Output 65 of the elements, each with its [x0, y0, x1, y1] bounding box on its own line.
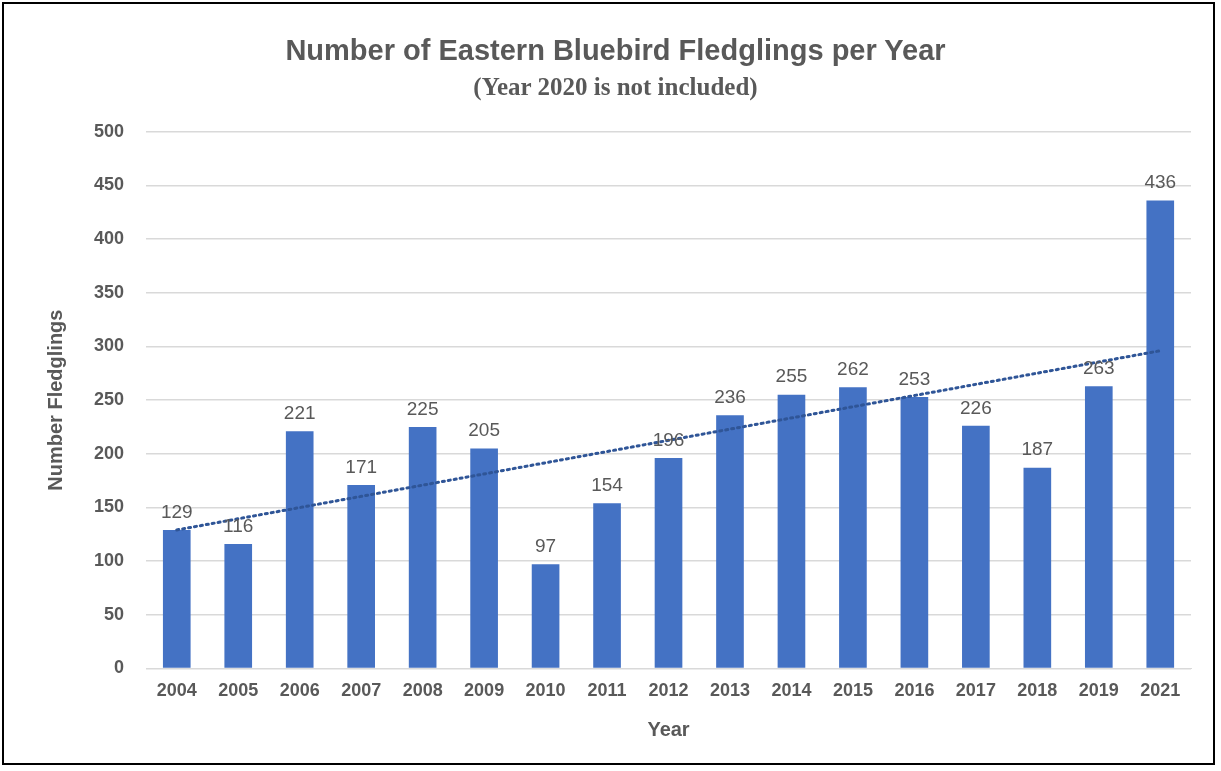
y-tick-label: 400: [93, 228, 125, 249]
data-label: 129: [160, 500, 193, 522]
x-tick-label: 2009: [464, 680, 505, 701]
x-tick-label: 2019: [1078, 680, 1119, 701]
data-label: 221: [283, 401, 316, 423]
bar: [1084, 386, 1113, 668]
bar: [531, 564, 560, 668]
bar: [962, 425, 990, 668]
x-tick-label: 2014: [771, 680, 812, 701]
y-tick-label: 300: [93, 335, 125, 356]
data-label: 171: [345, 455, 378, 477]
data-label: 253: [898, 367, 931, 389]
bar: [162, 529, 191, 668]
y-tick-label: 0: [114, 657, 125, 678]
bar: [408, 426, 437, 668]
bar: [470, 448, 498, 668]
data-label: 262: [837, 357, 869, 379]
data-label: 187: [1021, 438, 1054, 460]
y-axis-title: Number Fledglings: [43, 309, 66, 491]
x-tick-label: 2021: [1140, 680, 1181, 701]
x-tick-label: 2007: [341, 680, 382, 701]
data-label: 436: [1144, 171, 1177, 193]
bar: [839, 387, 867, 668]
bar: [285, 431, 314, 668]
data-label: 116: [223, 514, 254, 536]
data-label: 225: [406, 397, 439, 419]
x-axis-title: Year: [647, 717, 690, 740]
x-tick-label: 2013: [709, 680, 751, 701]
bar: [654, 458, 683, 668]
bar: [1023, 467, 1052, 668]
x-tick-label: 2016: [894, 680, 935, 701]
data-label: 255: [775, 365, 808, 387]
x-tick-label: 2008: [402, 680, 443, 701]
x-tick-label: 2012: [648, 680, 689, 701]
bar: [593, 503, 621, 668]
y-tick-label: 500: [93, 120, 125, 141]
x-tick-label: 2005: [218, 680, 259, 701]
bar: [347, 484, 375, 668]
x-tick-label: 2018: [1017, 680, 1058, 701]
y-tick-label: 450: [93, 174, 125, 195]
x-tick-label: 2017: [955, 680, 996, 701]
chart-title: Number of Eastern Bluebird Fledglings per Year: [285, 34, 946, 67]
y-tick-label: 100: [93, 550, 125, 571]
y-tick-label: 150: [93, 496, 125, 517]
x-tick-label: 2004: [156, 680, 197, 701]
data-label: 97: [535, 535, 557, 557]
bar: [224, 543, 253, 668]
data-label: 154: [591, 473, 624, 495]
bar: [777, 394, 806, 668]
data-label: 263: [1082, 356, 1115, 378]
x-tick-label: 2010: [525, 680, 566, 701]
x-tick-label: 2015: [832, 680, 873, 701]
data-label: 236: [714, 385, 746, 407]
x-tick-label: 2006: [279, 680, 320, 701]
x-tick-label: 2011: [587, 680, 627, 701]
chart-subtitle: (Year 2020 is not included): [473, 73, 758, 102]
y-tick-label: 200: [93, 442, 125, 463]
data-label: 205: [468, 419, 500, 441]
bar: [716, 415, 744, 668]
y-tick-label: 50: [104, 603, 125, 624]
bar: [1146, 200, 1175, 668]
data-label: 226: [960, 396, 992, 418]
bar: [900, 396, 929, 668]
y-tick-label: 250: [93, 389, 125, 410]
y-tick-label: 350: [93, 281, 125, 302]
